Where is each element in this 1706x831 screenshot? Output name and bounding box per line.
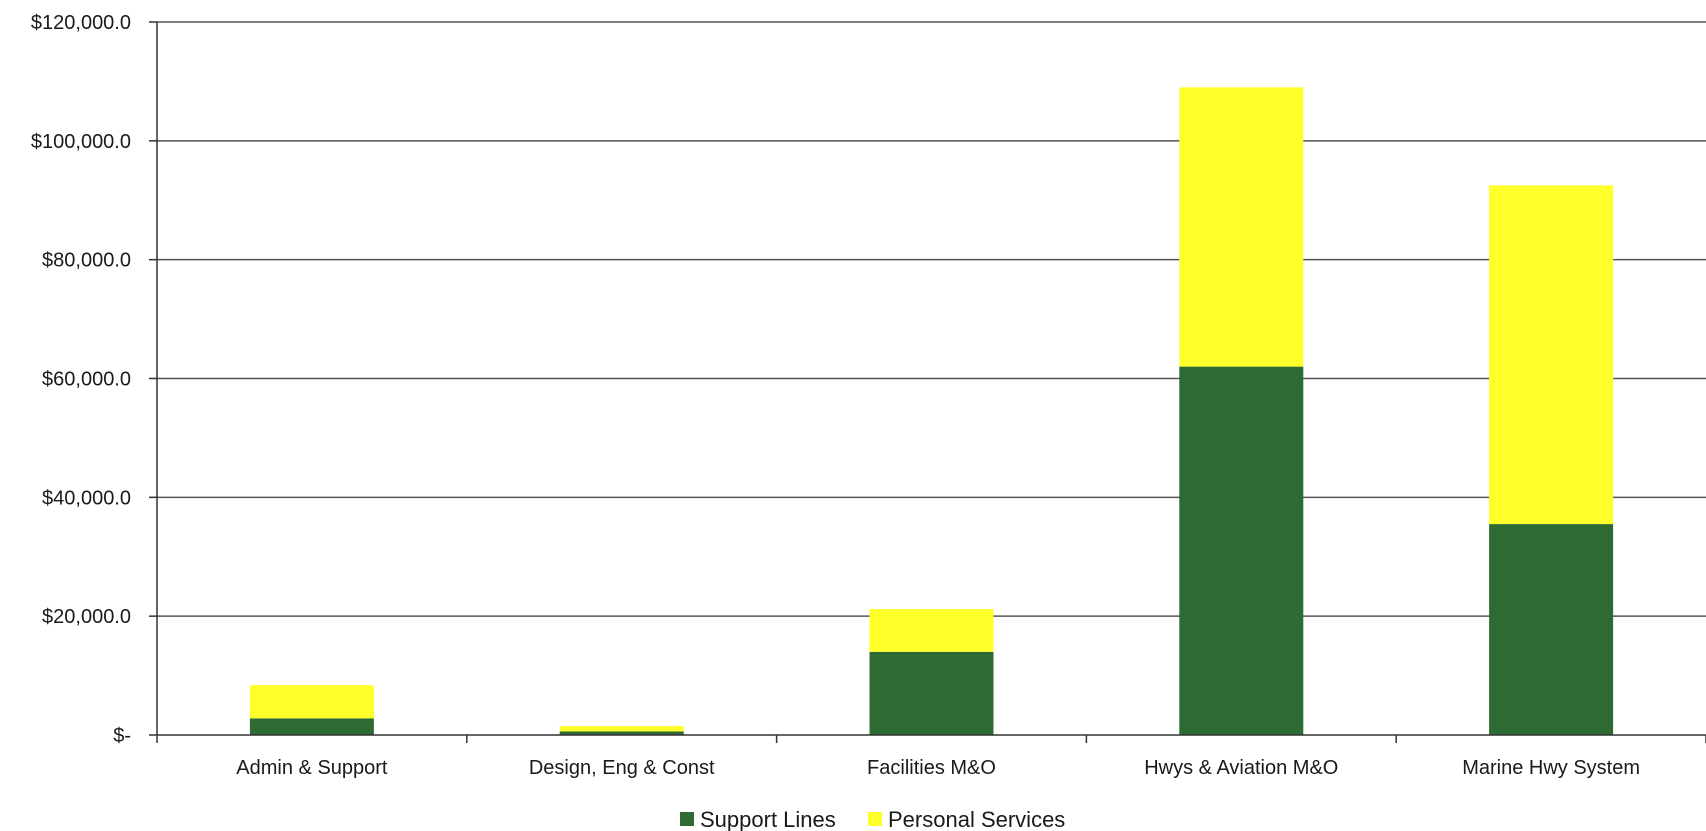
legend: Support Lines Personal Services: [680, 807, 1065, 831]
bar-personal-services: [249, 685, 374, 719]
x-tick-label: Design, Eng & Const: [529, 757, 715, 779]
y-tick-label: $40,000.0: [42, 487, 131, 509]
y-tick-label: $80,000.0: [42, 250, 131, 272]
x-tick-label: Admin & Support: [236, 757, 388, 779]
y-tick-label: $60,000.0: [42, 369, 131, 391]
legend-swatch: [868, 812, 882, 826]
bar-personal-services: [1489, 185, 1614, 525]
gridlines: [157, 21, 1706, 617]
legend-label: Personal Services: [888, 807, 1065, 831]
bar-support-lines: [1489, 524, 1614, 735]
bar-support-lines: [1179, 366, 1304, 735]
bars: [249, 87, 1614, 735]
x-axis: Admin & Support Design, Eng & Const Facili…: [156, 734, 1706, 779]
y-tick-label: $120,000.0: [31, 12, 131, 34]
legend-label: Support Lines: [700, 807, 836, 831]
x-tick-label: Facilities M&O: [867, 757, 996, 779]
y-tick-label: $100,000.0: [31, 131, 131, 153]
bar-support-lines: [559, 731, 684, 735]
bar-personal-services: [869, 609, 994, 652]
y-tick-label: $-: [113, 725, 131, 747]
bar-personal-services: [559, 726, 684, 732]
y-axis: $- $20,000.0 $40,000.0 $60,000.0 $80,000.0 $1…: [31, 12, 158, 747]
legend-swatch: [680, 812, 694, 826]
x-tick-label: Marine Hwy System: [1462, 757, 1640, 779]
bar-support-lines: [249, 718, 374, 735]
bar-support-lines: [869, 651, 994, 735]
bar-personal-services: [1179, 87, 1304, 367]
x-tick-label: Hwys & Aviation M&O: [1144, 757, 1338, 779]
y-tick-label: $20,000.0: [42, 606, 131, 628]
